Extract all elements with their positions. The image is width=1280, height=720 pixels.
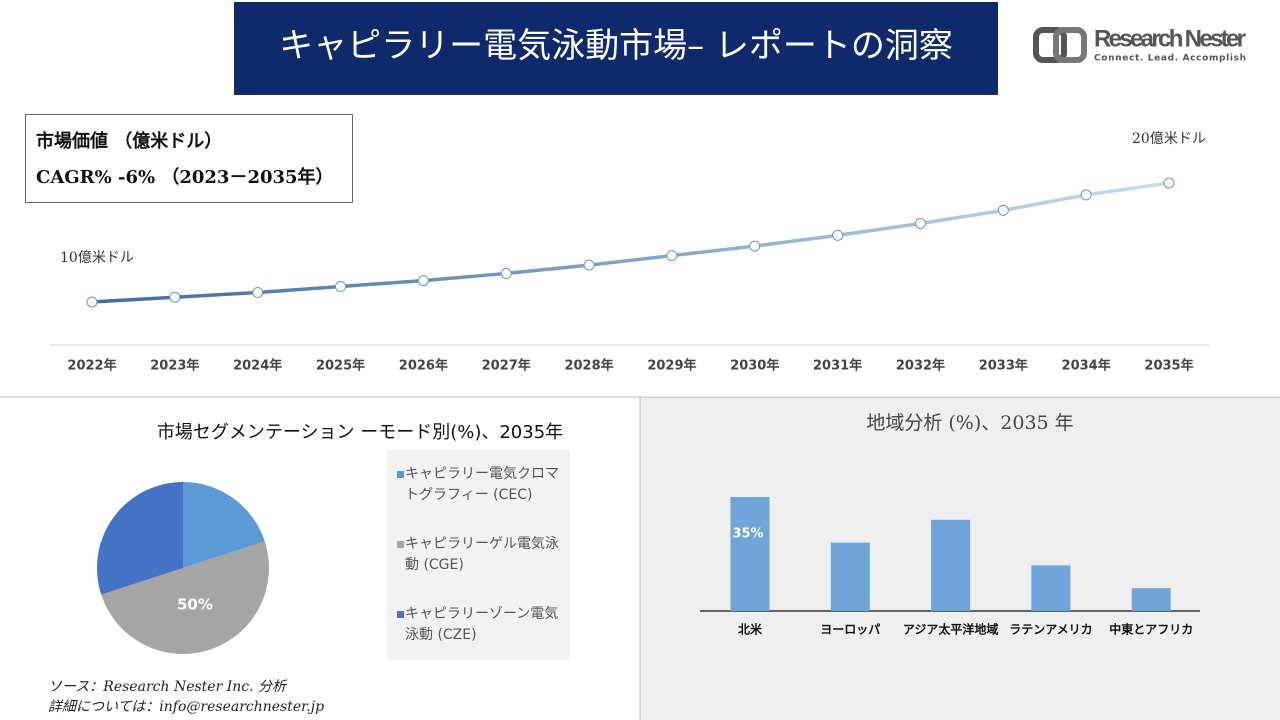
logo-tagline: Connect. Lead. Accomplish: [1094, 54, 1246, 64]
x-tick-label: 2025年: [316, 358, 365, 374]
legend-item: キャピラリー電気クロマトグラフィー (CEC): [397, 464, 562, 506]
x-tick-label: 2031年: [813, 358, 862, 374]
point: [417, 275, 429, 287]
point: [749, 240, 761, 252]
value-label: 50%: [177, 595, 213, 613]
legend-swatch: [397, 471, 404, 478]
point: [997, 204, 1009, 216]
value-label: 10億米ドル: [60, 250, 134, 266]
pie-slice: [183, 482, 265, 568]
x-tick-label: 2027年: [482, 358, 531, 374]
x-tick-label: 2029年: [647, 358, 696, 374]
bar: [1031, 565, 1071, 611]
point: [583, 259, 595, 271]
x-tick-label: 2023年: [150, 358, 199, 374]
x-tick-label: ラテンアメリカ: [1009, 623, 1092, 637]
logo-name: Research Nester: [1094, 25, 1246, 52]
header-banner: [234, 2, 998, 95]
x-tick-label: 2026年: [399, 358, 448, 374]
chart-title: 市場セグメンテーション ーモード別(%)、2035年: [157, 422, 563, 443]
chart-subtitle: CAGR% -6% （2023－2035年）: [36, 167, 334, 188]
x-tick-label: 中東とアフリカ: [1109, 622, 1193, 637]
value-label: 20億米ドル: [1132, 131, 1206, 147]
x-tick-label: ヨーロッパ: [820, 623, 880, 637]
x-tick-label: 2033年: [979, 358, 1028, 374]
legend-label: キャピラリーゲル電気泳動 (CGE): [405, 536, 559, 573]
legend-swatch: [397, 541, 404, 548]
x-tick-label: 2024年: [233, 358, 282, 374]
legend-label: キャピラリーゾーン電気泳動 (CZE): [405, 606, 559, 643]
pie-slice: [96, 482, 183, 595]
x-tick-label: 2028年: [564, 358, 613, 374]
legend-swatch: [397, 611, 404, 618]
x-tick-label: 2030年: [730, 358, 779, 374]
header-title: キャピラリー電気泳動市場– レポートの洞察: [279, 26, 953, 66]
x-tick-label: 2022年: [67, 358, 116, 374]
value-label: 35%: [732, 527, 763, 542]
bar: [730, 497, 770, 611]
chart-title: 地域分析 (%)、2035 年: [866, 412, 1073, 434]
source-text: ソース：Research Nester Inc. 分析: [48, 679, 287, 695]
point: [666, 250, 678, 262]
source-text: 詳細については：info@researchnester.jp: [48, 699, 325, 715]
bar: [1131, 588, 1171, 611]
x-tick-label: 2035年: [1144, 358, 1193, 374]
legend-item: キャピラリーゾーン電気泳動 (CZE): [397, 604, 562, 646]
point: [832, 229, 844, 241]
pie-slice: [101, 541, 269, 654]
bar: [830, 542, 870, 611]
point: [335, 281, 347, 293]
point: [914, 217, 926, 229]
chart-title: 市場価値 （億米ドル）: [36, 131, 223, 152]
x-tick-label: アジア太平洋地域: [903, 622, 999, 637]
info-box: 市場価値 （億米ドル） CAGR% -6% （2023－2035年）: [25, 114, 353, 203]
logo-icon: [1033, 27, 1087, 63]
x-tick-label: 2032年: [896, 358, 945, 374]
point: [169, 291, 181, 303]
point: [500, 267, 512, 279]
line: [91, 181, 1170, 304]
legend-label: キャピラリー電気クロマトグラフィー (CEC): [405, 466, 559, 503]
point: [1163, 177, 1175, 189]
bar: [931, 519, 971, 611]
point: [86, 296, 98, 308]
legend-item: キャピラリーゲル電気泳動 (CGE): [397, 534, 562, 576]
legend: キャピラリー電気クロマトグラフィー (CEC) キャピラリーゲル電気泳動 (CGE…: [387, 450, 570, 660]
point: [1080, 189, 1092, 201]
x-tick-label: 2034年: [1062, 358, 1111, 374]
point: [252, 286, 264, 298]
x-tick-label: 北米: [738, 622, 763, 637]
